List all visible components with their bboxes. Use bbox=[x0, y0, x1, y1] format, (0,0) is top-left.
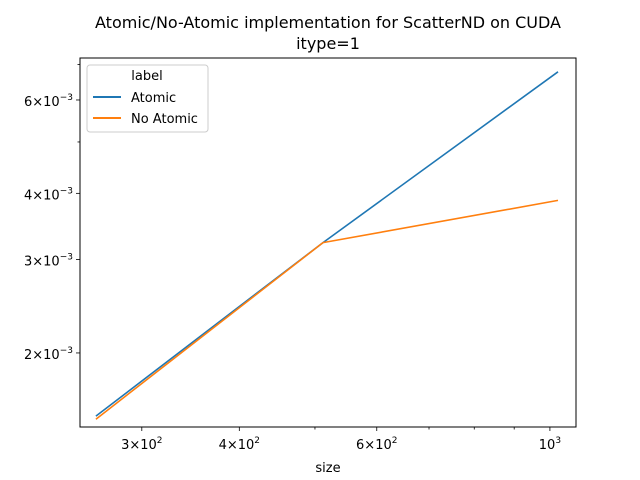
y-axis-ticks: 2×10−3 3×10−3 4×10−3 6×10−3 bbox=[24, 93, 80, 363]
legend-title: label bbox=[131, 69, 162, 84]
series-lines bbox=[95, 71, 559, 420]
x-tick-label: 3×102 bbox=[121, 436, 162, 453]
legend-label-atomic: Atomic bbox=[131, 91, 176, 106]
x-tick-label: 6×102 bbox=[356, 436, 397, 453]
plot-frame bbox=[79, 57, 577, 428]
legend: label Atomic No Atomic bbox=[86, 64, 209, 133]
chart-subtitle: itype=1 bbox=[296, 34, 360, 53]
x-tick-label: 103 bbox=[539, 436, 561, 453]
y-tick-label: 2×10−3 bbox=[24, 346, 73, 363]
y-tick-label: 4×10−3 bbox=[24, 186, 73, 203]
series-line-no-atomic bbox=[95, 199, 559, 420]
legend-box bbox=[86, 64, 209, 133]
x-axis-ticks: 3×102 4×102 6×102 103 bbox=[121, 427, 561, 453]
x-tick-label: 4×102 bbox=[219, 436, 260, 453]
legend-label-no-atomic: No Atomic bbox=[131, 112, 198, 127]
x-axis-label: size bbox=[315, 461, 340, 476]
y-tick-label: 6×10−3 bbox=[24, 93, 73, 110]
chart-title: Atomic/No-Atomic implementation for Scat… bbox=[95, 13, 561, 32]
y-tick-label: 3×10−3 bbox=[24, 253, 73, 270]
